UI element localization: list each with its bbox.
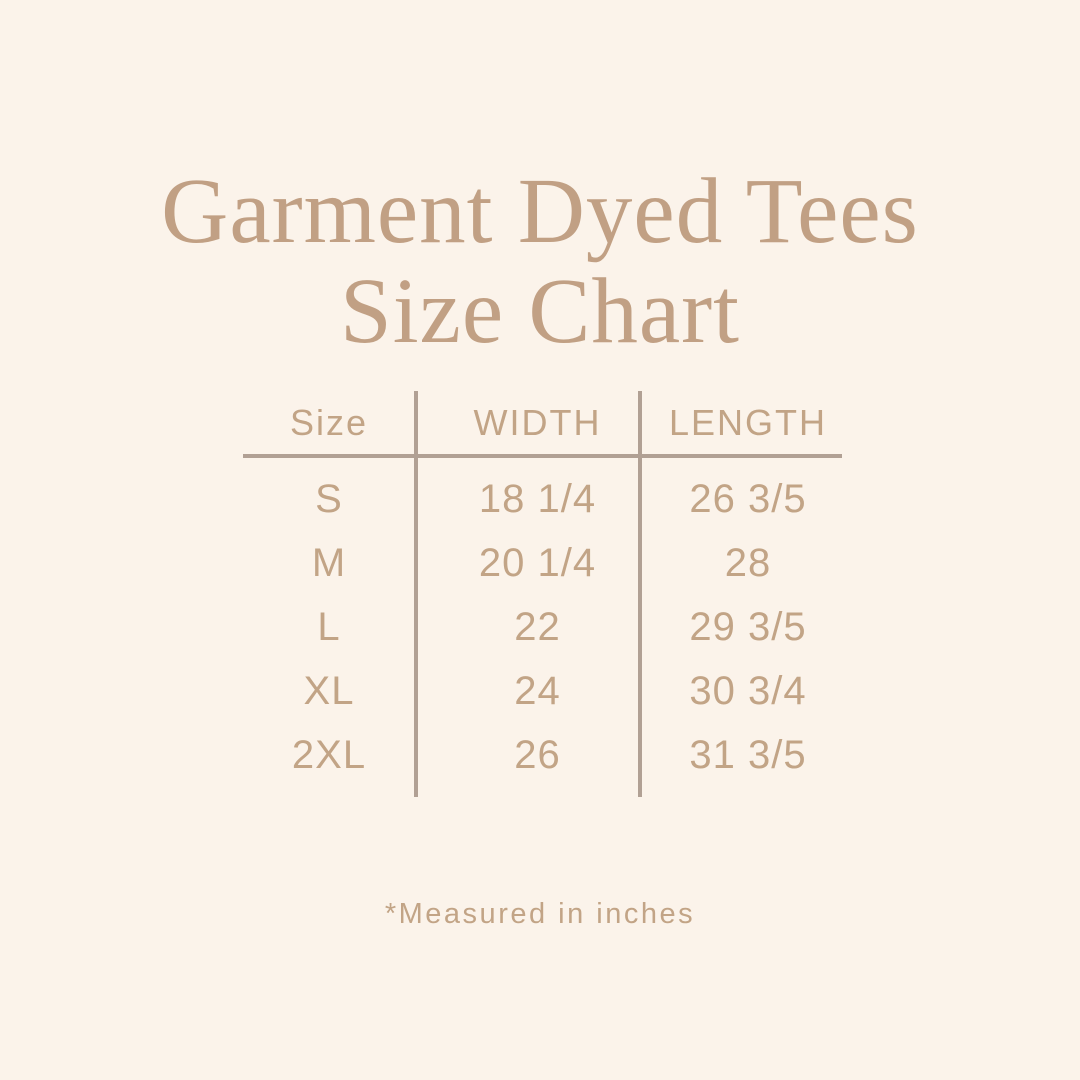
table-row: L 22 29 3/5 bbox=[243, 595, 842, 659]
table-row: 2XL 26 31 3/5 bbox=[243, 723, 842, 787]
table-body: S 18 1/4 26 3/5 M 20 1/4 28 L 22 29 3/5 … bbox=[243, 458, 842, 787]
width-cell: 20 1/4 bbox=[478, 540, 597, 585]
width-cell: 22 bbox=[514, 604, 561, 649]
size-table: Size WIDTH LENGTH S 18 1/4 26 3/5 M 20 1… bbox=[243, 391, 842, 797]
length-cell: 30 3/4 bbox=[689, 668, 807, 713]
footnote: *Measured in inches bbox=[384, 898, 696, 930]
length-cell: 28 bbox=[724, 540, 772, 585]
page-title: Garment Dyed Tees Size Chart bbox=[0, 162, 1080, 362]
length-cell: 31 3/5 bbox=[689, 732, 807, 777]
width-cell: 24 bbox=[514, 668, 561, 713]
column-divider-1 bbox=[414, 391, 418, 797]
size-cell: 2XL bbox=[291, 732, 367, 777]
title-line-2: Size Chart bbox=[340, 260, 740, 364]
title-line-1: Garment Dyed Tees bbox=[161, 160, 919, 264]
length-cell: 26 3/5 bbox=[689, 476, 807, 521]
column-divider-2 bbox=[638, 391, 642, 797]
table-row: XL 24 30 3/4 bbox=[243, 659, 842, 723]
length-cell: 29 3/5 bbox=[689, 604, 807, 649]
size-cell: XL bbox=[303, 668, 355, 713]
size-cell: S bbox=[315, 476, 343, 521]
width-cell: 26 bbox=[514, 732, 561, 777]
table-header-row: Size WIDTH LENGTH bbox=[243, 391, 842, 454]
size-cell: M bbox=[311, 540, 347, 585]
table-row: M 20 1/4 28 bbox=[243, 531, 842, 595]
header-length: LENGTH bbox=[668, 401, 828, 443]
size-cell: L bbox=[317, 604, 341, 649]
table-row: S 18 1/4 26 3/5 bbox=[243, 467, 842, 531]
header-size: Size bbox=[289, 401, 369, 443]
header-underline bbox=[243, 454, 842, 458]
header-width: WIDTH bbox=[473, 401, 602, 443]
width-cell: 18 1/4 bbox=[478, 476, 597, 521]
